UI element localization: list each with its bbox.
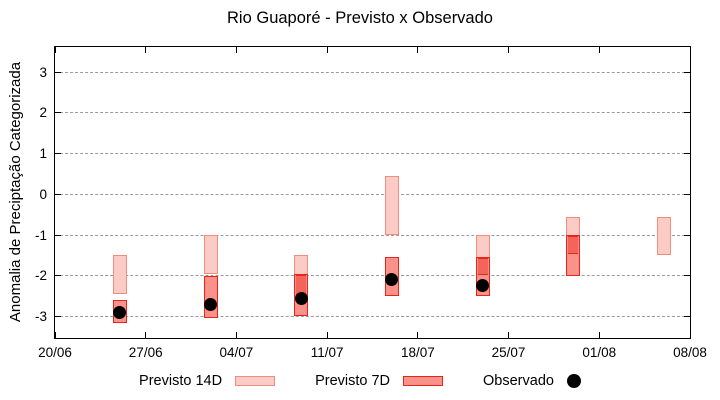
legend-label-observado: Observado — [483, 373, 554, 389]
x-tick-mark-top — [326, 47, 328, 53]
chart-title: Rio Guaporé - Previsto x Observado — [227, 9, 493, 27]
gridline — [55, 275, 690, 277]
y-tick-mark-left — [55, 275, 61, 277]
y-tick-mark-left — [55, 315, 61, 317]
x-tick-mark-top — [145, 47, 147, 53]
x-tick-label: 20/06 — [38, 345, 72, 360]
gridline — [55, 153, 690, 155]
legend: Previsto 14D Previsto 7D Observado — [0, 373, 720, 389]
y-tick-mark-right — [684, 153, 690, 155]
x-tick-mark-top — [598, 47, 600, 53]
x-tick-label: 27/06 — [128, 345, 163, 360]
range-bar-previsto-14d — [112, 255, 127, 295]
legend-label-previsto-14d: Previsto 14D — [139, 373, 223, 389]
observed-point — [294, 291, 308, 305]
y-tick-mark-left — [55, 234, 61, 236]
x-tick-label: 25/07 — [491, 345, 526, 360]
range-bar-previsto-14d — [657, 216, 672, 256]
legend-item-observado: Observado — [483, 373, 581, 389]
x-tick-mark-top — [54, 47, 56, 53]
x-tick-label: 11/07 — [310, 345, 344, 360]
x-tick-mark-bottom — [326, 332, 328, 338]
legend-item-previsto-14d: Previsto 14D — [139, 373, 276, 389]
range-bar-overlap — [477, 258, 488, 275]
y-tick-mark-right — [684, 193, 690, 195]
x-tick-label: 08/08 — [673, 345, 707, 360]
x-tick-mark-bottom — [235, 332, 237, 338]
legend-item-previsto-7d: Previsto 7D — [315, 373, 444, 389]
observed-point — [476, 279, 490, 293]
x-tick-label: 04/07 — [219, 345, 254, 360]
x-tick-mark-top — [689, 47, 691, 53]
y-tick-label: 2 — [39, 105, 47, 121]
y-tick-mark-left — [55, 112, 61, 114]
y-tick-mark-right — [684, 112, 690, 114]
y-tick-label: -3 — [34, 308, 47, 324]
x-tick-mark-bottom — [54, 332, 56, 338]
y-tick-mark-left — [55, 193, 61, 195]
x-tick-mark-top — [508, 47, 510, 53]
previsto-14d-swatch — [235, 376, 276, 386]
y-tick-label: 3 — [39, 64, 47, 80]
observed-point — [385, 273, 399, 287]
x-tick-mark-top — [235, 47, 237, 53]
y-tick-label: -2 — [34, 268, 47, 284]
y-tick-label: -1 — [34, 227, 47, 243]
plot-area — [54, 46, 691, 339]
legend-label-previsto-7d: Previsto 7D — [315, 373, 391, 389]
observed-point — [204, 297, 217, 311]
range-bar-previsto-14d — [203, 235, 218, 274]
y-tick-label: 0 — [39, 186, 47, 202]
x-tick-mark-bottom — [689, 332, 691, 338]
x-tick-label: 01/08 — [582, 345, 617, 360]
previsto-7d-swatch — [403, 376, 444, 386]
x-tick-mark-top — [417, 47, 419, 53]
observado-dot-icon — [566, 374, 581, 388]
x-tick-mark-bottom — [417, 332, 419, 338]
x-tick-mark-bottom — [598, 332, 600, 338]
gridline — [55, 234, 690, 236]
x-tick-label: 18/07 — [400, 345, 435, 360]
y-tick-mark-right — [684, 315, 690, 317]
y-tick-label: 1 — [39, 146, 47, 162]
x-tick-mark-bottom — [145, 332, 147, 338]
y-tick-mark-left — [55, 71, 61, 73]
y-tick-mark-right — [684, 71, 690, 73]
range-bar-overlap — [568, 236, 579, 255]
x-tick-mark-bottom — [508, 332, 510, 338]
y-tick-mark-right — [684, 275, 690, 277]
observed-point — [113, 305, 127, 319]
gridline — [55, 112, 690, 114]
gridline — [55, 193, 690, 195]
gridline — [55, 71, 690, 73]
y-tick-mark-right — [684, 234, 690, 236]
range-bar-previsto-14d — [384, 176, 399, 236]
gridline — [55, 315, 690, 317]
y-tick-mark-left — [55, 153, 61, 155]
